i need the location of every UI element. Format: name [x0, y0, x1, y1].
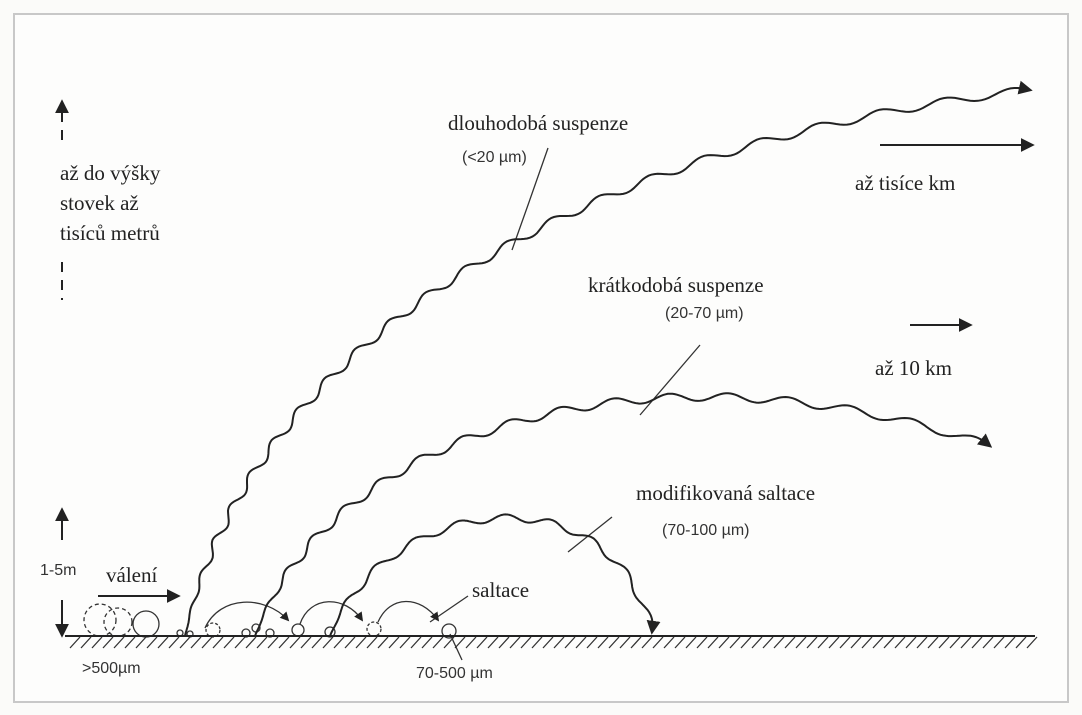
- label: saltace: [472, 578, 529, 602]
- saltation-arc: [299, 601, 364, 625]
- label: 1-5m: [40, 562, 76, 579]
- pointer: [567, 516, 613, 553]
- label: až 10 km: [875, 356, 952, 380]
- saltation-arc: [204, 601, 290, 629]
- frame: [13, 13, 1069, 703]
- label: krátkodobá suspenze: [588, 273, 764, 297]
- label: stovek až: [60, 191, 139, 215]
- shapes: [55, 99, 1035, 661]
- ground-hatch: [69, 636, 1038, 649]
- saltation-arc: [377, 600, 440, 623]
- label: až do výšky: [60, 161, 161, 185]
- label: (<20 µm): [462, 149, 527, 166]
- modified-saltation-path: [329, 513, 661, 637]
- label: (20-70 µm): [665, 305, 744, 322]
- label: dlouhodobá suspenze: [448, 111, 628, 135]
- label: (70-100 µm): [662, 522, 749, 539]
- short-suspension-path: [254, 392, 993, 637]
- label: 70-500 µm: [416, 665, 493, 682]
- long-suspension-path: [184, 80, 1033, 637]
- label: až tisíce km: [855, 171, 955, 195]
- label: modifikovaná saltace: [636, 481, 815, 505]
- label: tisíců metrů: [60, 221, 160, 245]
- label: >500µm: [82, 660, 141, 677]
- pointer: [511, 147, 549, 251]
- particle: [441, 623, 457, 639]
- pointer: [639, 344, 701, 416]
- label: válení: [106, 563, 157, 587]
